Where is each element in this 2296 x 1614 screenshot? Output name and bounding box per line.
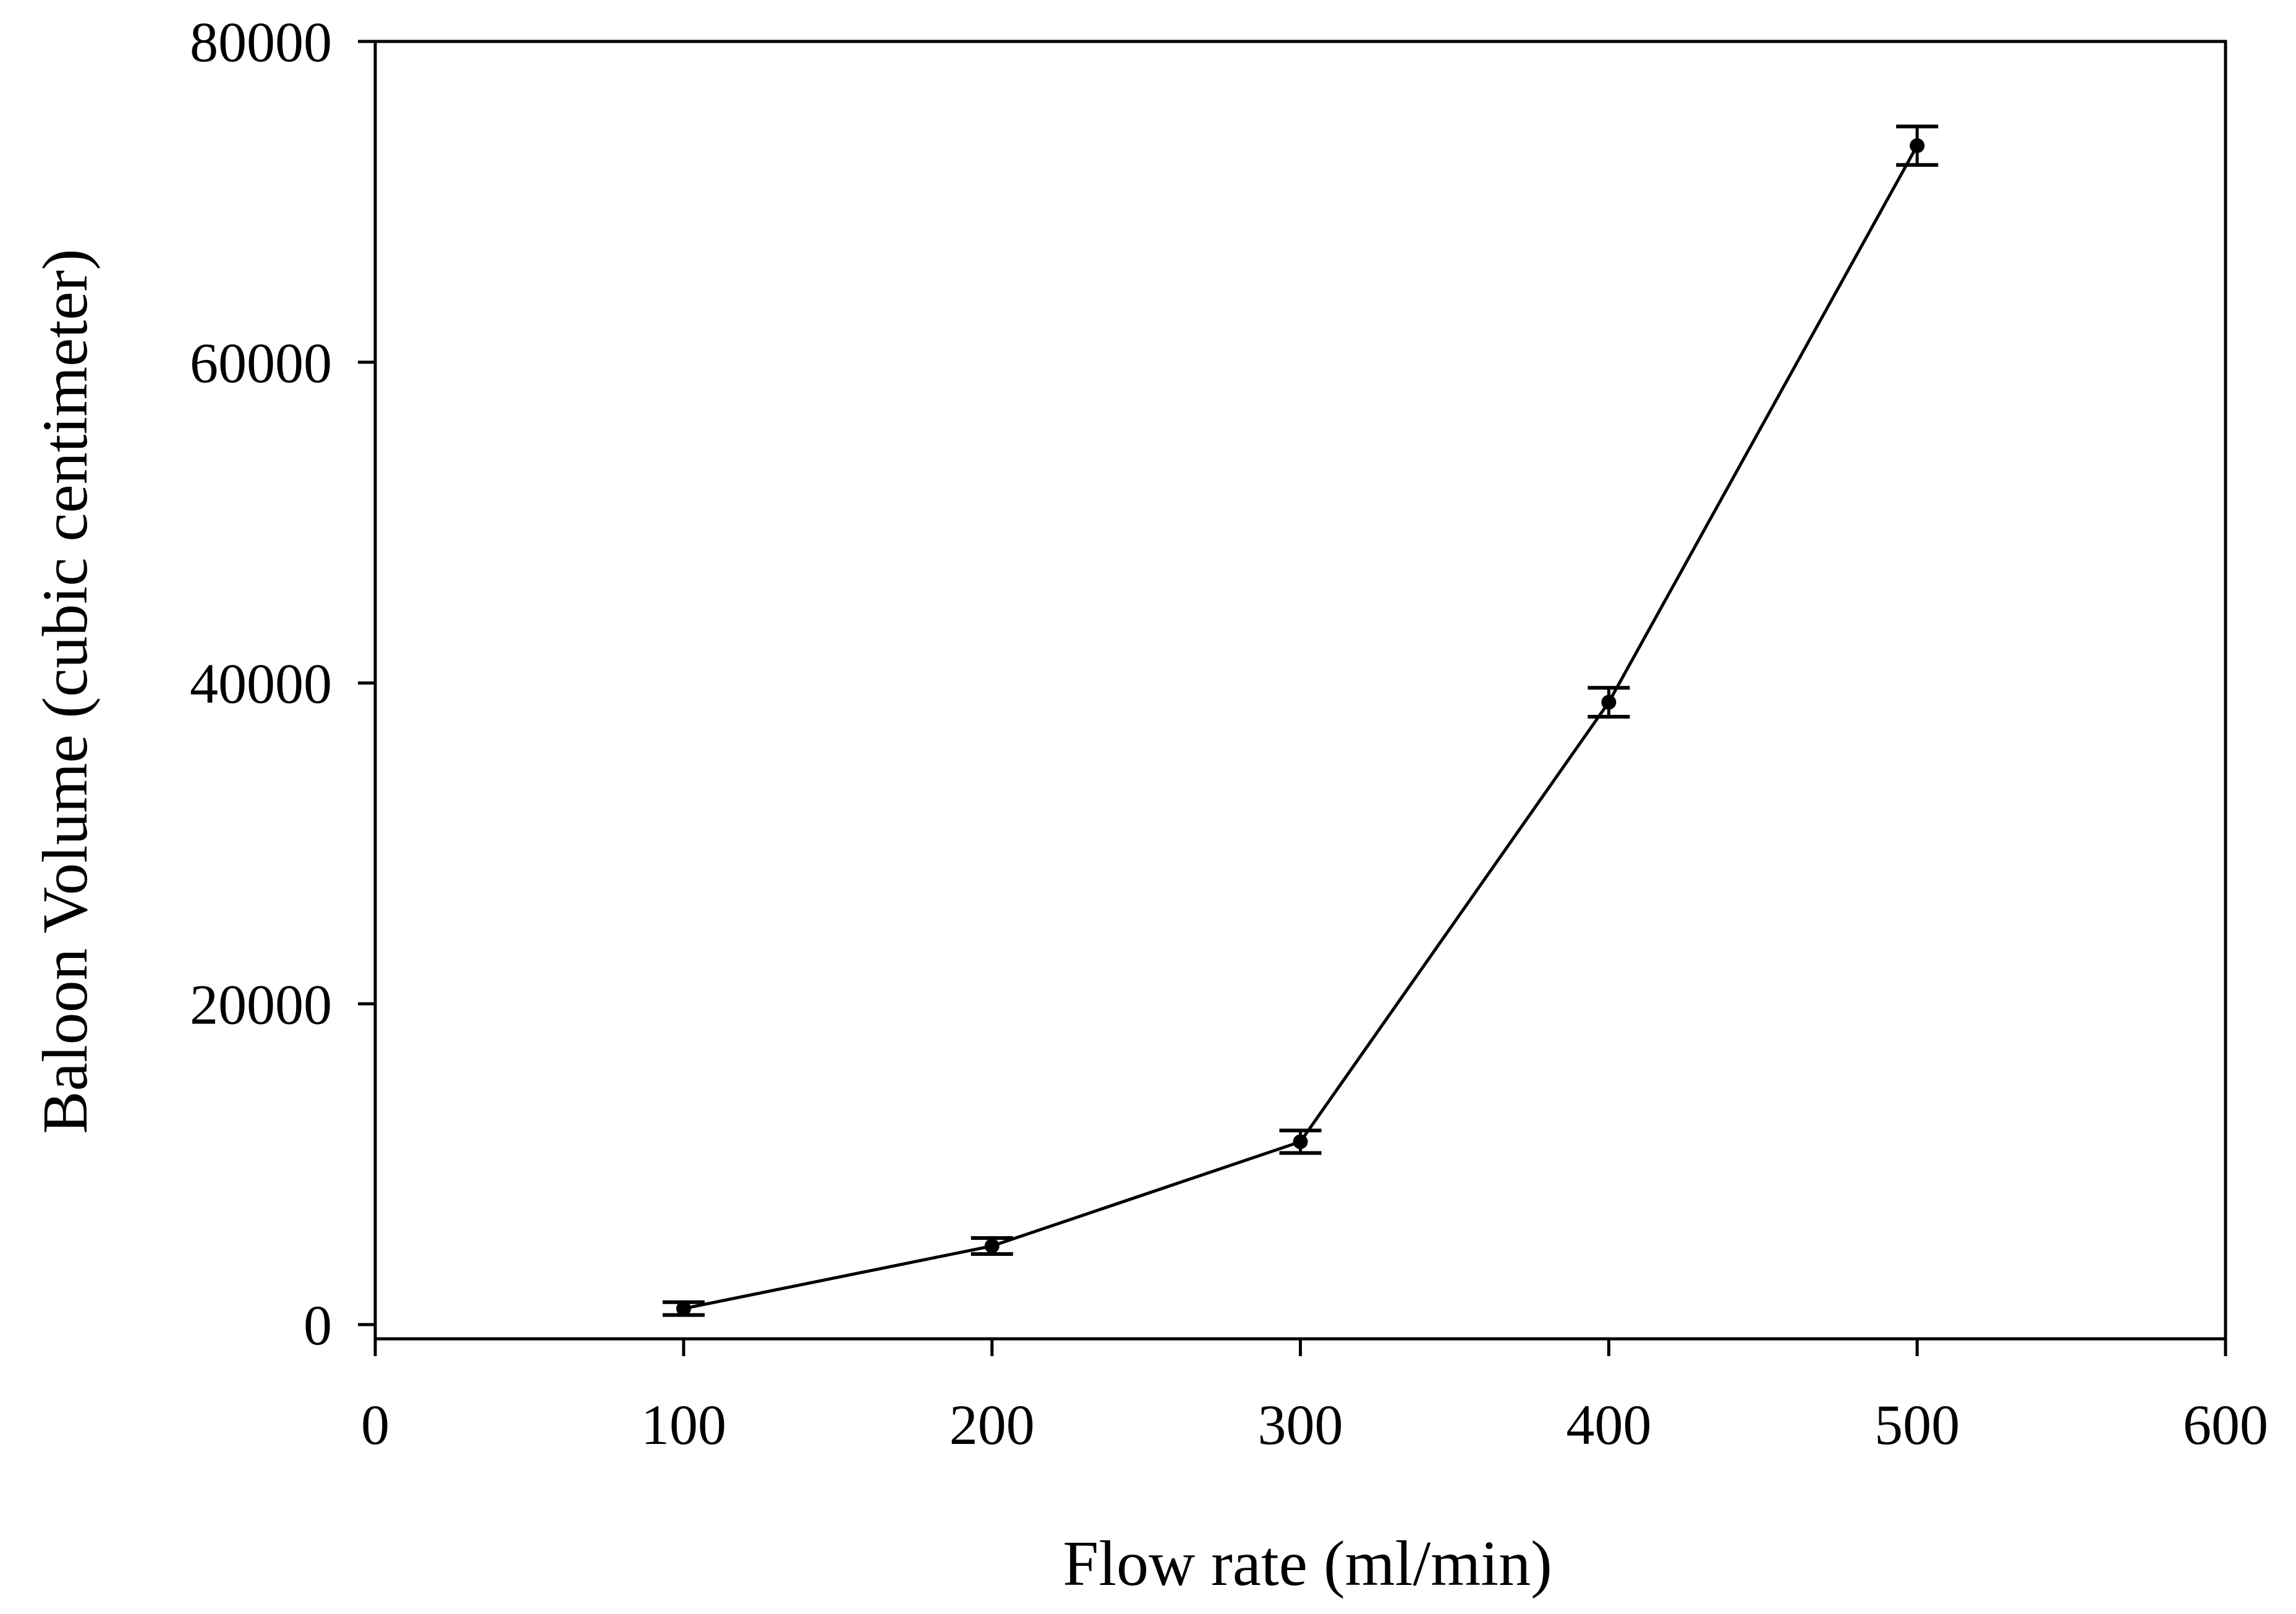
y-tick-label: 20000 xyxy=(190,973,332,1036)
y-tick-label: 80000 xyxy=(190,11,332,74)
y-axis-title: Baloon Volume (cubic centimeter) xyxy=(30,249,101,1134)
data-point xyxy=(1293,1134,1308,1150)
x-tick-label: 600 xyxy=(2183,1393,2268,1456)
axis-labels: Flow rate (ml/min) Baloon Volume (cubic … xyxy=(30,249,1552,1599)
x-axis-title: Flow rate (ml/min) xyxy=(1063,1528,1552,1599)
y-tick-label: 0 xyxy=(304,1294,332,1357)
data-point xyxy=(676,1301,691,1317)
x-tick-label: 500 xyxy=(1874,1393,1960,1456)
series xyxy=(662,124,1939,1317)
data-point xyxy=(984,1238,1000,1253)
x-tick-label: 0 xyxy=(361,1393,389,1456)
x-tick-label: 100 xyxy=(641,1393,726,1456)
data-point xyxy=(1601,694,1617,710)
x-tick-label: 200 xyxy=(950,1393,1035,1456)
x-tick-label: 400 xyxy=(1566,1393,1651,1456)
y-tick-label: 40000 xyxy=(190,652,332,715)
x-tick-label: 300 xyxy=(1258,1393,1343,1456)
data-point xyxy=(1910,138,1925,153)
axes: 0 100 200 300 400 500 600 0 20000 40000 60000 80000 xyxy=(190,11,2268,1456)
y-tick-label: 60000 xyxy=(190,331,332,395)
